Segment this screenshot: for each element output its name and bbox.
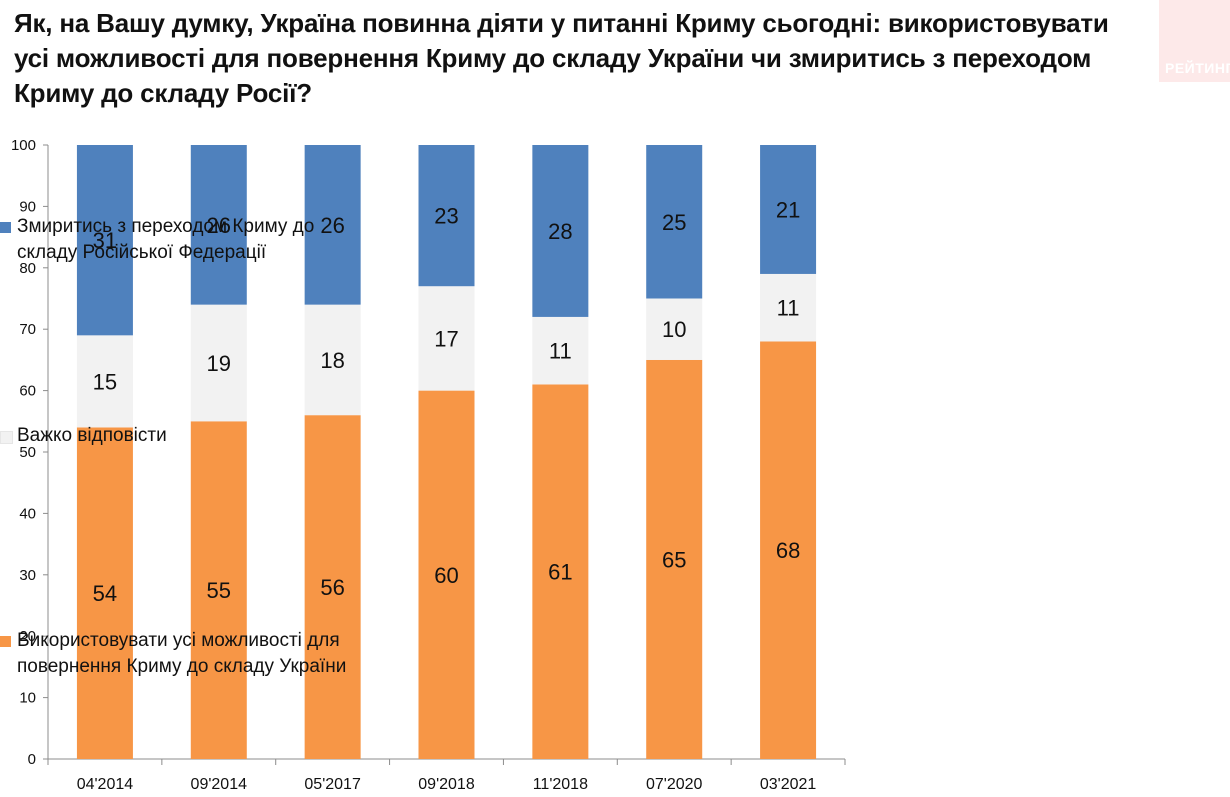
x-tick-label: 09'2018: [418, 776, 475, 793]
bar-segment: [304, 145, 361, 305]
y-tick-label: 20: [19, 628, 36, 645]
bar-segment: [760, 341, 817, 759]
data-label: 26: [207, 213, 231, 238]
y-tick-label: 70: [19, 321, 36, 338]
y-tick-label: 0: [28, 751, 36, 768]
bar-segment: [646, 359, 703, 759]
data-label: 56: [320, 575, 344, 600]
bar-segment: [190, 421, 247, 759]
data-label: 65: [662, 547, 686, 572]
legend-item: Використовувати усі можливості для повер…: [0, 628, 350, 680]
bar-segment: [76, 145, 133, 336]
data-label: 15: [93, 369, 117, 394]
bar-segment: [418, 390, 475, 759]
legend-item: Змиритись з переходом Криму до складу Ро…: [0, 214, 350, 266]
y-tick-label: 90: [19, 198, 36, 215]
y-tick-label: 50: [19, 444, 36, 461]
x-tick-label: 09'2014: [191, 776, 248, 793]
data-label: 28: [548, 219, 572, 244]
legend-swatch: [0, 431, 13, 444]
data-label: 68: [776, 538, 800, 563]
x-tick-label: 03'2021: [760, 776, 817, 793]
data-label: 26: [320, 213, 344, 238]
bar-segment: [304, 304, 361, 416]
legend-label: Використовувати усі можливості для повер…: [17, 630, 347, 677]
logo-watermark: РЕЙТИНГ: [1159, 0, 1230, 82]
bar-segment: [190, 304, 247, 422]
y-tick-label: 40: [19, 505, 36, 522]
data-label: 21: [776, 197, 800, 222]
y-tick-label: 60: [19, 383, 36, 400]
data-label: 23: [434, 204, 458, 229]
bar-segment: [646, 298, 703, 360]
legend-item: Важко відповісти: [0, 423, 350, 449]
data-label: 31: [93, 228, 117, 253]
x-tick-label: 04'2014: [77, 776, 134, 793]
bar-segment: [418, 286, 475, 391]
bar-segment: [76, 335, 133, 428]
data-label: 10: [662, 317, 686, 342]
data-label: 60: [434, 563, 458, 588]
y-tick-label: 30: [19, 567, 36, 584]
legend-swatch: [0, 636, 11, 647]
legend-label: Змиритись з переходом Криму до складу Ро…: [17, 216, 315, 263]
bar-segment: [532, 145, 589, 317]
logo-text: РЕЙТИНГ: [1165, 60, 1230, 76]
data-label: 11: [549, 339, 572, 364]
bar-segment: [190, 145, 247, 305]
legend-label: Важко відповісти: [17, 425, 167, 446]
chart-title: Як, на Вашу думку, Україна повинна діяти…: [14, 8, 1109, 108]
x-tick-label: 07'2020: [646, 776, 703, 793]
data-label: 25: [662, 210, 686, 235]
bar-segment: [760, 145, 817, 274]
data-label: 55: [207, 578, 231, 603]
y-tick-label: 80: [19, 260, 36, 277]
bar-segment: [760, 273, 817, 342]
x-tick-label: 05'2017: [304, 776, 361, 793]
data-label: 18: [320, 348, 344, 373]
y-tick-label: 100: [11, 137, 36, 154]
x-tick-label: 11'2018: [533, 776, 588, 793]
data-label: 61: [548, 560, 572, 585]
bar-segment: [532, 384, 589, 759]
data-label: 11: [777, 296, 800, 321]
legend-swatch: [0, 222, 11, 233]
data-label: 19: [207, 351, 231, 376]
bar-segment: [76, 427, 133, 759]
bar-segment: [532, 316, 589, 385]
bar-segment: [418, 145, 475, 287]
bar-segment: [646, 145, 703, 299]
bar-segment: [304, 415, 361, 759]
data-label: 54: [93, 581, 117, 606]
data-label: 17: [434, 326, 458, 351]
y-tick-label: 10: [19, 690, 36, 707]
